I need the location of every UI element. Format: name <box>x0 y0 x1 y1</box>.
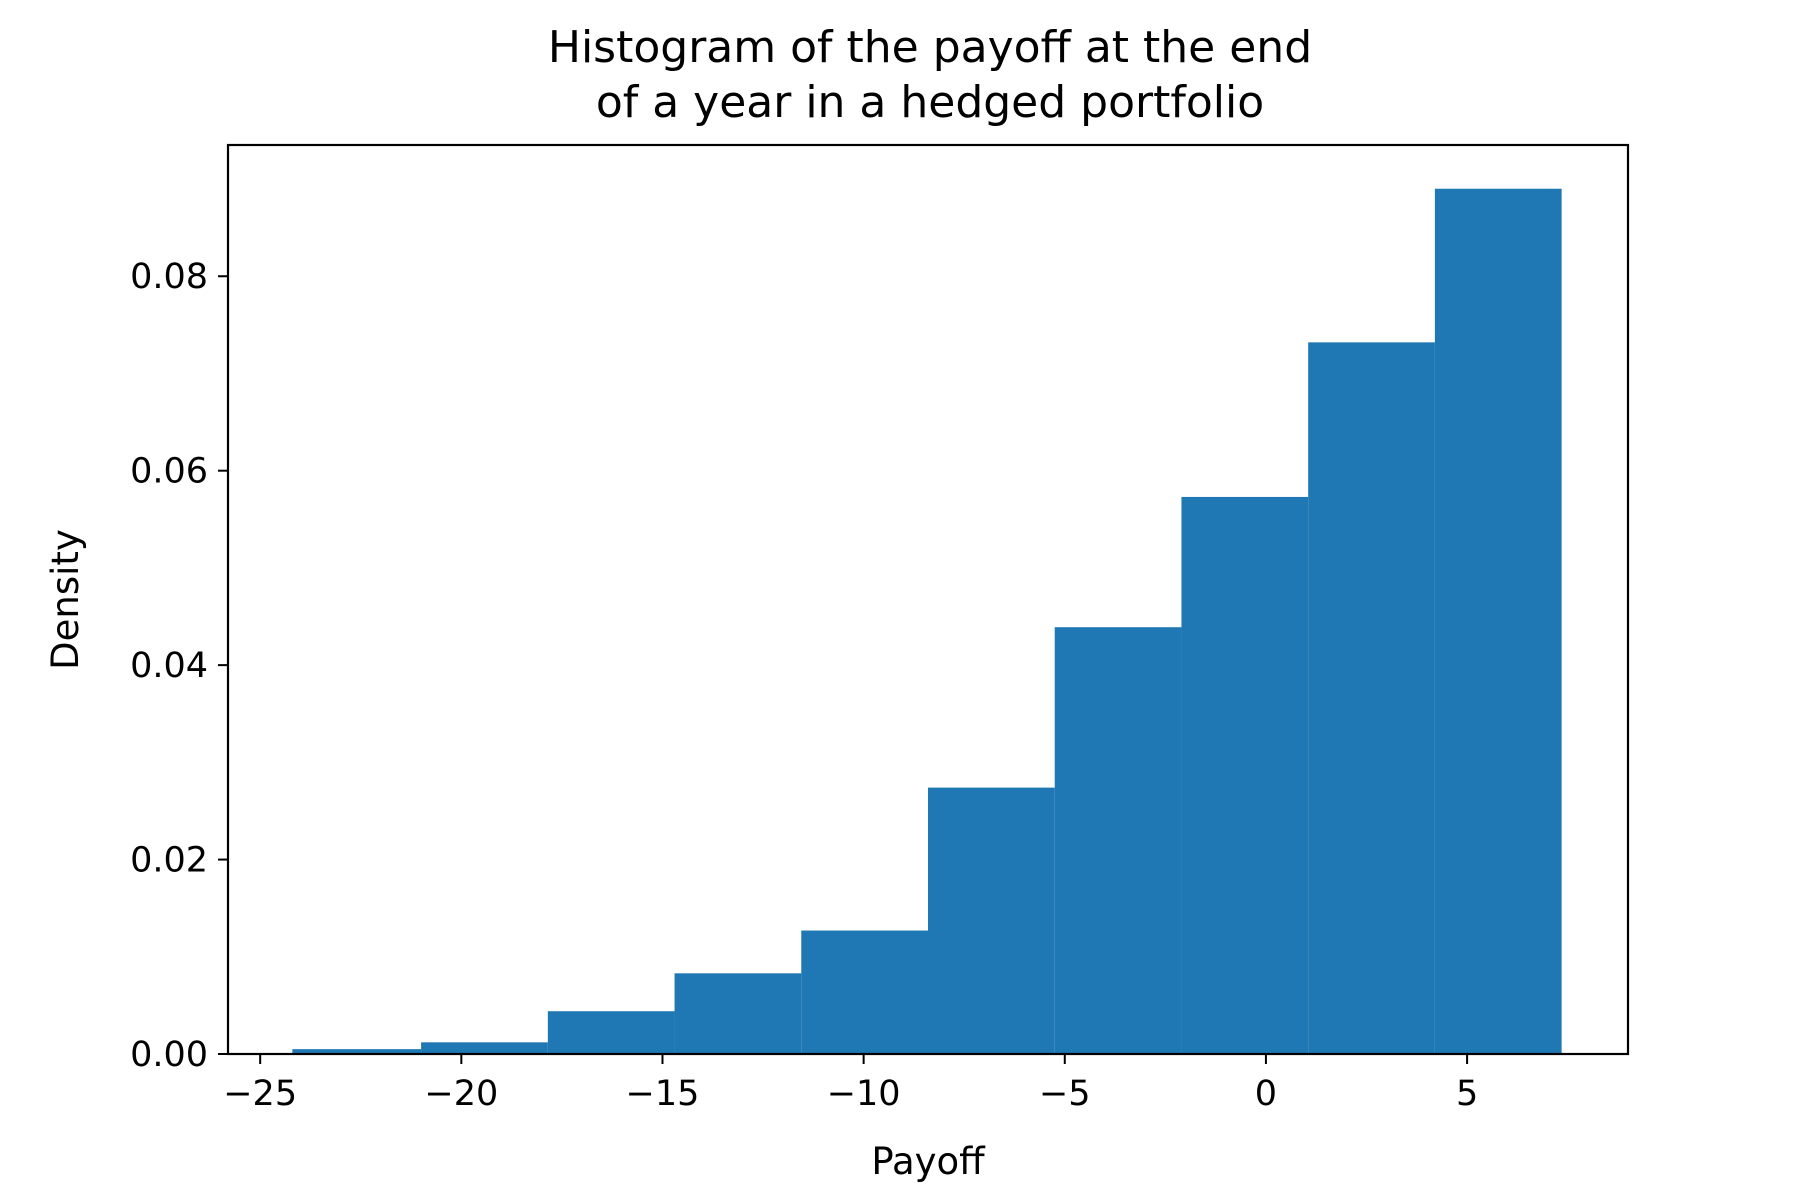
chart-title-line-2: of a year in a hedged portfolio <box>596 77 1264 128</box>
histogram-bar-7 <box>1054 627 1182 1054</box>
x-tick-label: 5 <box>1456 1074 1478 1114</box>
histogram-bar-10 <box>1434 188 1562 1054</box>
histogram-bar-4 <box>674 973 802 1054</box>
chart-title-line-1: Histogram of the payoff at the end <box>548 22 1312 73</box>
y-tick-label: 0.02 <box>130 841 208 881</box>
x-axis-label: Payoff <box>871 1140 986 1183</box>
histogram-bar-1 <box>292 1049 422 1054</box>
y-axis-ticks: 0.00 0.02 0.04 0.06 0.08 <box>130 257 228 1075</box>
y-tick-label: 0.04 <box>130 646 208 686</box>
x-tick-label: −25 <box>223 1074 297 1114</box>
y-tick-label: 0.06 <box>130 452 208 492</box>
histogram-bar-9 <box>1308 342 1435 1054</box>
y-tick-label: 0.08 <box>130 257 208 297</box>
x-tick-label: 0 <box>1255 1074 1277 1114</box>
histogram-bar-5 <box>801 930 928 1054</box>
histogram-bar-3 <box>547 1011 675 1054</box>
y-tick-label: 0.00 <box>130 1035 208 1075</box>
x-axis-ticks: −25 −20 −15 −10 −5 0 5 <box>223 1054 1478 1114</box>
histogram-bar-2 <box>421 1042 548 1054</box>
x-tick-label: −10 <box>827 1074 901 1114</box>
y-axis-label: Density <box>44 529 87 670</box>
x-tick-label: −5 <box>1039 1074 1091 1114</box>
x-tick-label: −20 <box>424 1074 498 1114</box>
chart-title: Histogram of the payoff at the end of a … <box>548 22 1312 128</box>
histogram-bar-8 <box>1181 496 1309 1054</box>
x-tick-label: −15 <box>626 1074 700 1114</box>
histogram-bars <box>292 188 1562 1054</box>
plot-area-frame <box>226 143 1630 1056</box>
histogram-bar-6 <box>928 787 1055 1054</box>
